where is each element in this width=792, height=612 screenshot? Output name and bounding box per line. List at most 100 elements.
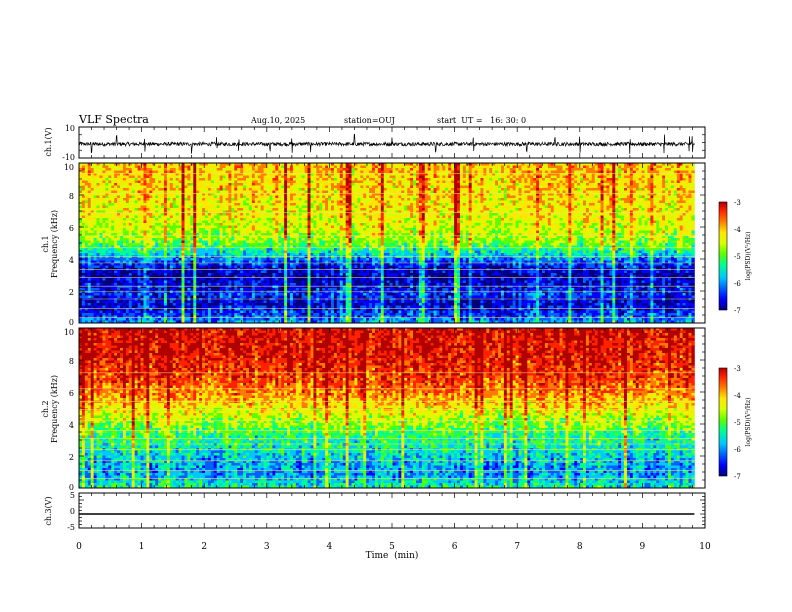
spectrogram-cell [187, 165, 191, 169]
spectrogram-cell [372, 168, 376, 171]
spectrogram-cell [325, 163, 329, 166]
spectrogram-cell [149, 173, 153, 176]
spectrogram-cell [87, 220, 92, 224]
spectrogram-cell [202, 170, 206, 174]
spectrogram-cell [339, 215, 344, 219]
spectrogram-cell [615, 198, 619, 201]
spectrogram-cell [266, 183, 270, 186]
spectrogram-cell [348, 193, 352, 196]
spectrogram-cell [474, 173, 478, 176]
spectrogram-cell [263, 203, 267, 206]
spectrogram-cell [615, 175, 619, 179]
spectrogram-cell [348, 208, 352, 211]
spectrogram-cell [207, 165, 212, 169]
spectrogram-cell [553, 203, 558, 206]
spectrogram-cell [421, 210, 426, 214]
spectrogram-cell [161, 205, 165, 209]
spectrogram-cell [240, 218, 244, 221]
spectrogram-cell [333, 198, 338, 201]
spectrogram-cell [676, 205, 681, 209]
spectrogram-cell [439, 198, 443, 201]
spectrogram-cell [415, 205, 420, 209]
spectrogram-cell [568, 173, 572, 176]
spectrogram-cell [659, 190, 663, 194]
spectrogram-cell [216, 208, 221, 211]
spectrogram-cell [509, 183, 514, 186]
spectrogram-cell [246, 173, 250, 176]
spectrogram-cell [612, 218, 616, 221]
spectrogram-cell [626, 180, 631, 184]
spectrogram-cell [155, 173, 159, 176]
spectrogram-cell [131, 208, 136, 211]
spectrogram-cell [577, 190, 581, 194]
spectrogram-cell [260, 175, 265, 179]
spectrogram-cell [269, 180, 273, 184]
spectrogram-cell [682, 193, 686, 196]
spectrogram-cell [442, 190, 446, 194]
spectrogram-cell [670, 215, 675, 219]
spectrogram-cell [436, 210, 440, 214]
spectrogram-cell [477, 163, 481, 166]
spectrogram-cell [670, 190, 675, 194]
spectrogram-cell [665, 178, 669, 181]
spectrogram-cell [533, 175, 537, 179]
spectrogram-cell [166, 203, 171, 206]
spectrogram-cell [278, 185, 282, 189]
spectrogram-cell [248, 195, 253, 199]
spectrogram-cell [559, 203, 563, 206]
spectrogram-cell [618, 170, 622, 174]
spectrogram-cell [374, 210, 379, 214]
spectrogram-cell [298, 193, 303, 196]
spectrogram-cell [530, 210, 534, 214]
spectrogram-cell [615, 180, 619, 184]
spectrogram-cell [190, 183, 194, 186]
spectrogram-cell [210, 195, 215, 199]
spectrogram-cell [372, 218, 376, 221]
spectrogram-cell [638, 163, 643, 166]
spectrogram-cell [454, 175, 458, 179]
spectrogram-cell [647, 163, 651, 166]
spectrogram-cell [530, 208, 534, 211]
spectrogram-cell [430, 190, 434, 194]
spectrogram-cell [500, 210, 505, 214]
spectrogram-cell [108, 190, 112, 194]
spectrogram-cell [128, 190, 133, 194]
spectrogram-cell [304, 208, 308, 211]
spectrogram-cell [374, 213, 379, 216]
spectrogram-cell [512, 175, 517, 179]
spectrogram-cell [597, 203, 601, 206]
spectrogram-cell [207, 183, 212, 186]
spectrogram-cell [125, 218, 130, 221]
spectrogram-cell [568, 195, 572, 199]
spectrogram-cell [90, 183, 95, 186]
spectrogram-cell [480, 195, 484, 199]
spectrogram-cell [626, 215, 631, 219]
spectrogram-cell [281, 215, 285, 219]
spectrogram-cell [486, 175, 490, 179]
spectrogram-cell [178, 185, 182, 189]
spectrogram-cell [307, 168, 311, 171]
spectrogram-cell [392, 183, 396, 186]
spectrogram-cell [369, 218, 373, 221]
spectrogram-cell [486, 178, 490, 181]
spectrogram-cell [407, 208, 411, 211]
spectrogram-cell [248, 210, 253, 214]
spectrogram-cell [269, 185, 273, 189]
spectrogram-cell [122, 183, 127, 186]
spectrogram-cell [298, 215, 303, 219]
spectrogram-cell [96, 190, 100, 194]
spectrogram-cell [161, 180, 165, 184]
spectrogram-cell [530, 188, 534, 191]
spectrogram-cell [163, 183, 168, 186]
spectrogram-cell [457, 203, 461, 206]
spectrogram-cell [172, 205, 177, 209]
spectrogram-cell [462, 190, 467, 194]
spectrogram-cell [685, 203, 689, 206]
spectrogram-cell [336, 203, 341, 206]
spectrogram-cell [175, 173, 180, 176]
spectrogram-cell [216, 205, 221, 209]
spectrogram-cell [163, 208, 168, 211]
spectrogram-cell [621, 210, 625, 214]
spectrogram-cell [553, 218, 558, 221]
spectrogram-cell [465, 210, 470, 214]
